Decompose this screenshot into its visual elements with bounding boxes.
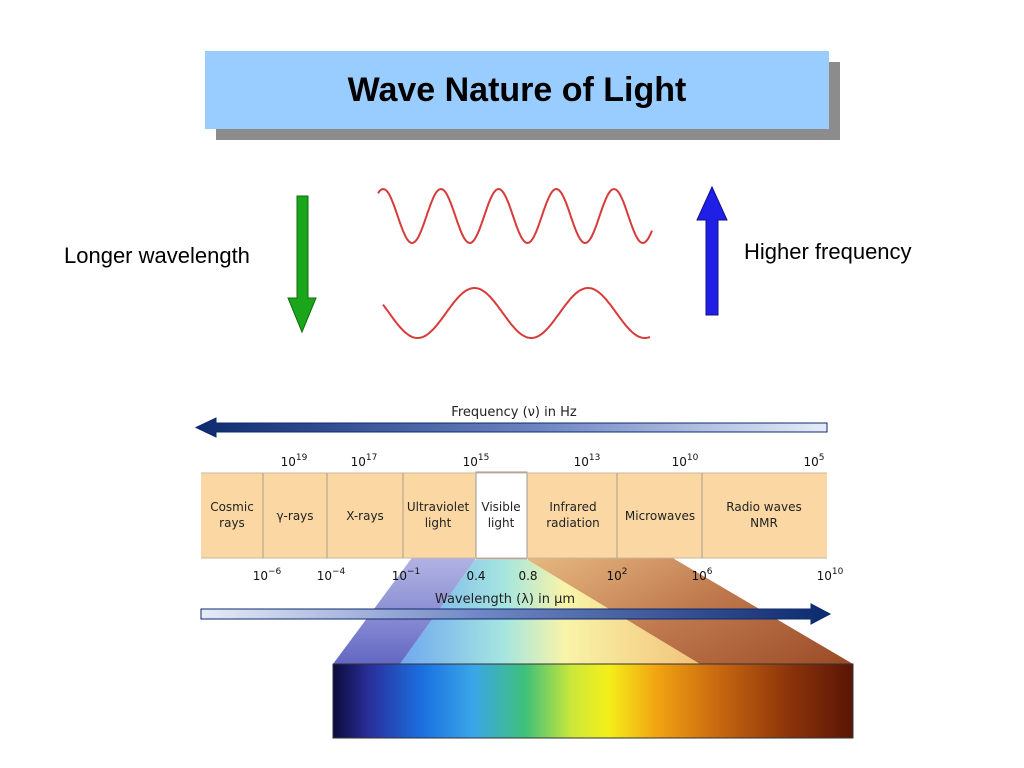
down-arrow-icon (287, 195, 317, 334)
region-label-line2: NMR (750, 516, 778, 530)
wavelength-tick-label: 0.8 (518, 569, 537, 583)
region-label: Infrared (549, 500, 596, 514)
region-dividers (262, 473, 703, 558)
region-label: γ-rays (276, 509, 313, 523)
region-label: Visible (481, 500, 520, 514)
frequency-arrow-icon (194, 417, 828, 438)
visible-region-box (475, 471, 528, 560)
wavelength-ticks: 10−6 10−4 10−1 0.4 0.8 102 106 1010 (253, 567, 844, 583)
up-arrow-icon (696, 185, 728, 316)
wavelength-arrow-icon (200, 603, 832, 625)
frequency-axis: Frequency (ν) in Hz (194, 405, 828, 438)
region-label: X-rays (346, 509, 384, 523)
region-labels: Cosmic rays γ-rays X-rays Ultraviolet light Vi… (210, 500, 802, 530)
wavelength-tick-label: 102 (606, 567, 627, 583)
region-label-line2: rays (219, 516, 245, 530)
frequency-tick-label: 1019 (281, 453, 308, 469)
long-wavelength-wave (382, 287, 651, 339)
frequency-tick-label: 1015 (463, 453, 490, 469)
frequency-ticks: 1019 1017 1015 1013 1010 105 (281, 453, 825, 469)
short-wavelength-wave (377, 187, 653, 245)
frequency-tick-label: 1010 (672, 453, 699, 469)
region-label: Cosmic (210, 500, 254, 514)
region-label: Ultraviolet (407, 500, 470, 514)
wavelength-tick-label: 10−6 (253, 567, 282, 583)
longer-wavelength-label: Longer wavelength (64, 243, 250, 268)
region-label-line2: light (488, 516, 515, 530)
page-title: Wave Nature of Light (347, 70, 687, 109)
wavelength-tick-label: 1010 (817, 567, 844, 583)
visible-spectrum-strip (332, 663, 854, 739)
region-label: Radio waves (726, 500, 801, 514)
region-label: Microwaves (625, 509, 695, 523)
wavelength-axis-label: Wavelength (λ) in μm (435, 592, 575, 607)
higher-frequency-label: Higher frequency (744, 239, 912, 264)
region-label-line2: radiation (546, 516, 600, 530)
frequency-tick-label: 1013 (574, 453, 601, 469)
frequency-tick-label: 105 (803, 453, 824, 469)
region-label-line2: light (425, 516, 452, 530)
frequency-axis-label: Frequency (ν) in Hz (451, 405, 577, 420)
wavelength-axis: Wavelength (λ) in μm (200, 592, 832, 625)
wavelength-tick-label: 10−1 (392, 567, 421, 583)
frequency-tick-label: 1017 (351, 453, 378, 469)
wavelength-tick-label: 10−4 (317, 567, 346, 583)
wavelength-tick-label: 0.4 (466, 569, 485, 583)
spectrum-band: Cosmic rays γ-rays X-rays Ultraviolet light Vi… (201, 471, 827, 560)
title-box: Wave Nature of Light (205, 51, 829, 129)
wavelength-tick-label: 106 (691, 567, 712, 583)
